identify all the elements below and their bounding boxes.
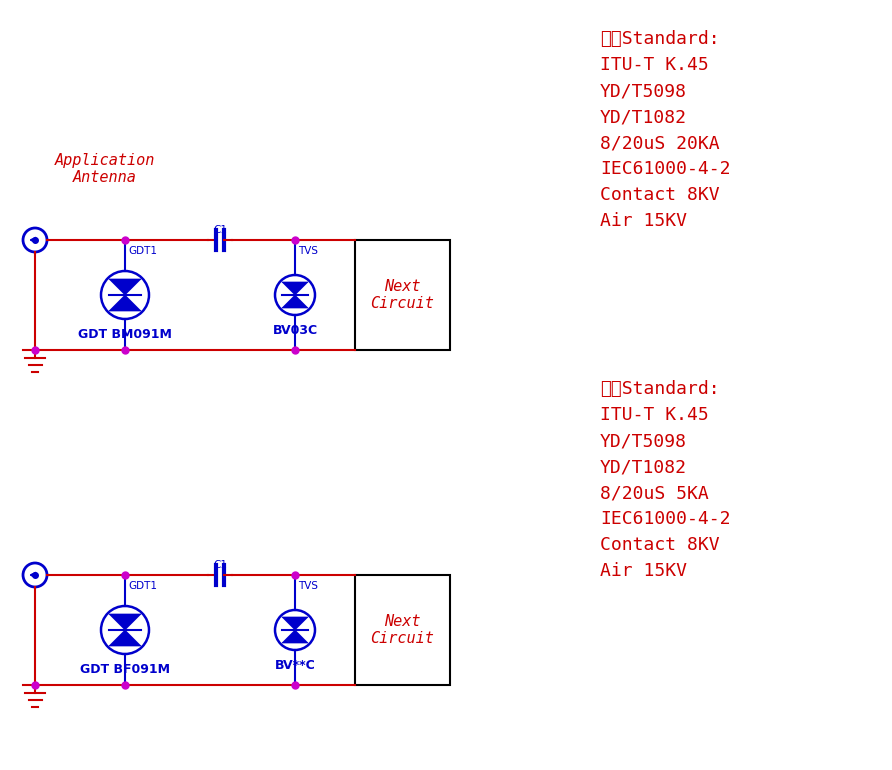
Text: 室外Standard:: 室外Standard: [600,30,720,48]
Text: BV**C: BV**C [275,659,316,672]
Text: Contact 8KV: Contact 8KV [600,186,720,204]
Text: 8/20uS 5KA: 8/20uS 5KA [600,484,709,502]
Bar [355,575,450,685]
Text: YD/T1082: YD/T1082 [600,458,687,476]
Polygon shape [109,614,141,630]
Text: 室内Standard:: 室内Standard: [600,380,720,398]
Text: Next
Circuit: Next Circuit [370,614,434,646]
Polygon shape [109,630,141,646]
Text: GDT BM091M: GDT BM091M [78,328,172,341]
Polygon shape [282,617,308,630]
Text: Air 15KV: Air 15KV [600,562,687,580]
Text: C1: C1 [213,225,227,235]
Text: C1: C1 [213,560,227,570]
Text: ITU-T K.45: ITU-T K.45 [600,56,709,74]
Text: IEC61000-4-2: IEC61000-4-2 [600,510,731,528]
Polygon shape [282,295,308,308]
Text: Air 15KV: Air 15KV [600,212,687,230]
Text: Contact 8KV: Contact 8KV [600,536,720,554]
Text: TVS: TVS [298,246,318,256]
Bar [355,240,450,350]
Polygon shape [109,279,141,295]
Text: GDT1: GDT1 [128,246,157,256]
Text: YD/T1082: YD/T1082 [600,108,687,126]
Text: BV03C: BV03C [272,324,318,337]
Polygon shape [109,295,141,311]
Polygon shape [282,630,308,643]
Text: GDT BF091M: GDT BF091M [80,663,170,676]
Text: ITU-T K.45: ITU-T K.45 [600,406,709,424]
Polygon shape [282,282,308,295]
Text: GDT1: GDT1 [128,581,157,591]
Text: YD/T5098: YD/T5098 [600,432,687,450]
Text: IEC61000-4-2: IEC61000-4-2 [600,160,731,178]
Text: YD/T5098: YD/T5098 [600,82,687,100]
Text: TVS: TVS [298,581,318,591]
Text: 8/20uS 20KA: 8/20uS 20KA [600,134,720,152]
Text: Application
Antenna: Application Antenna [54,152,155,185]
Text: Next
Circuit: Next Circuit [370,279,434,311]
